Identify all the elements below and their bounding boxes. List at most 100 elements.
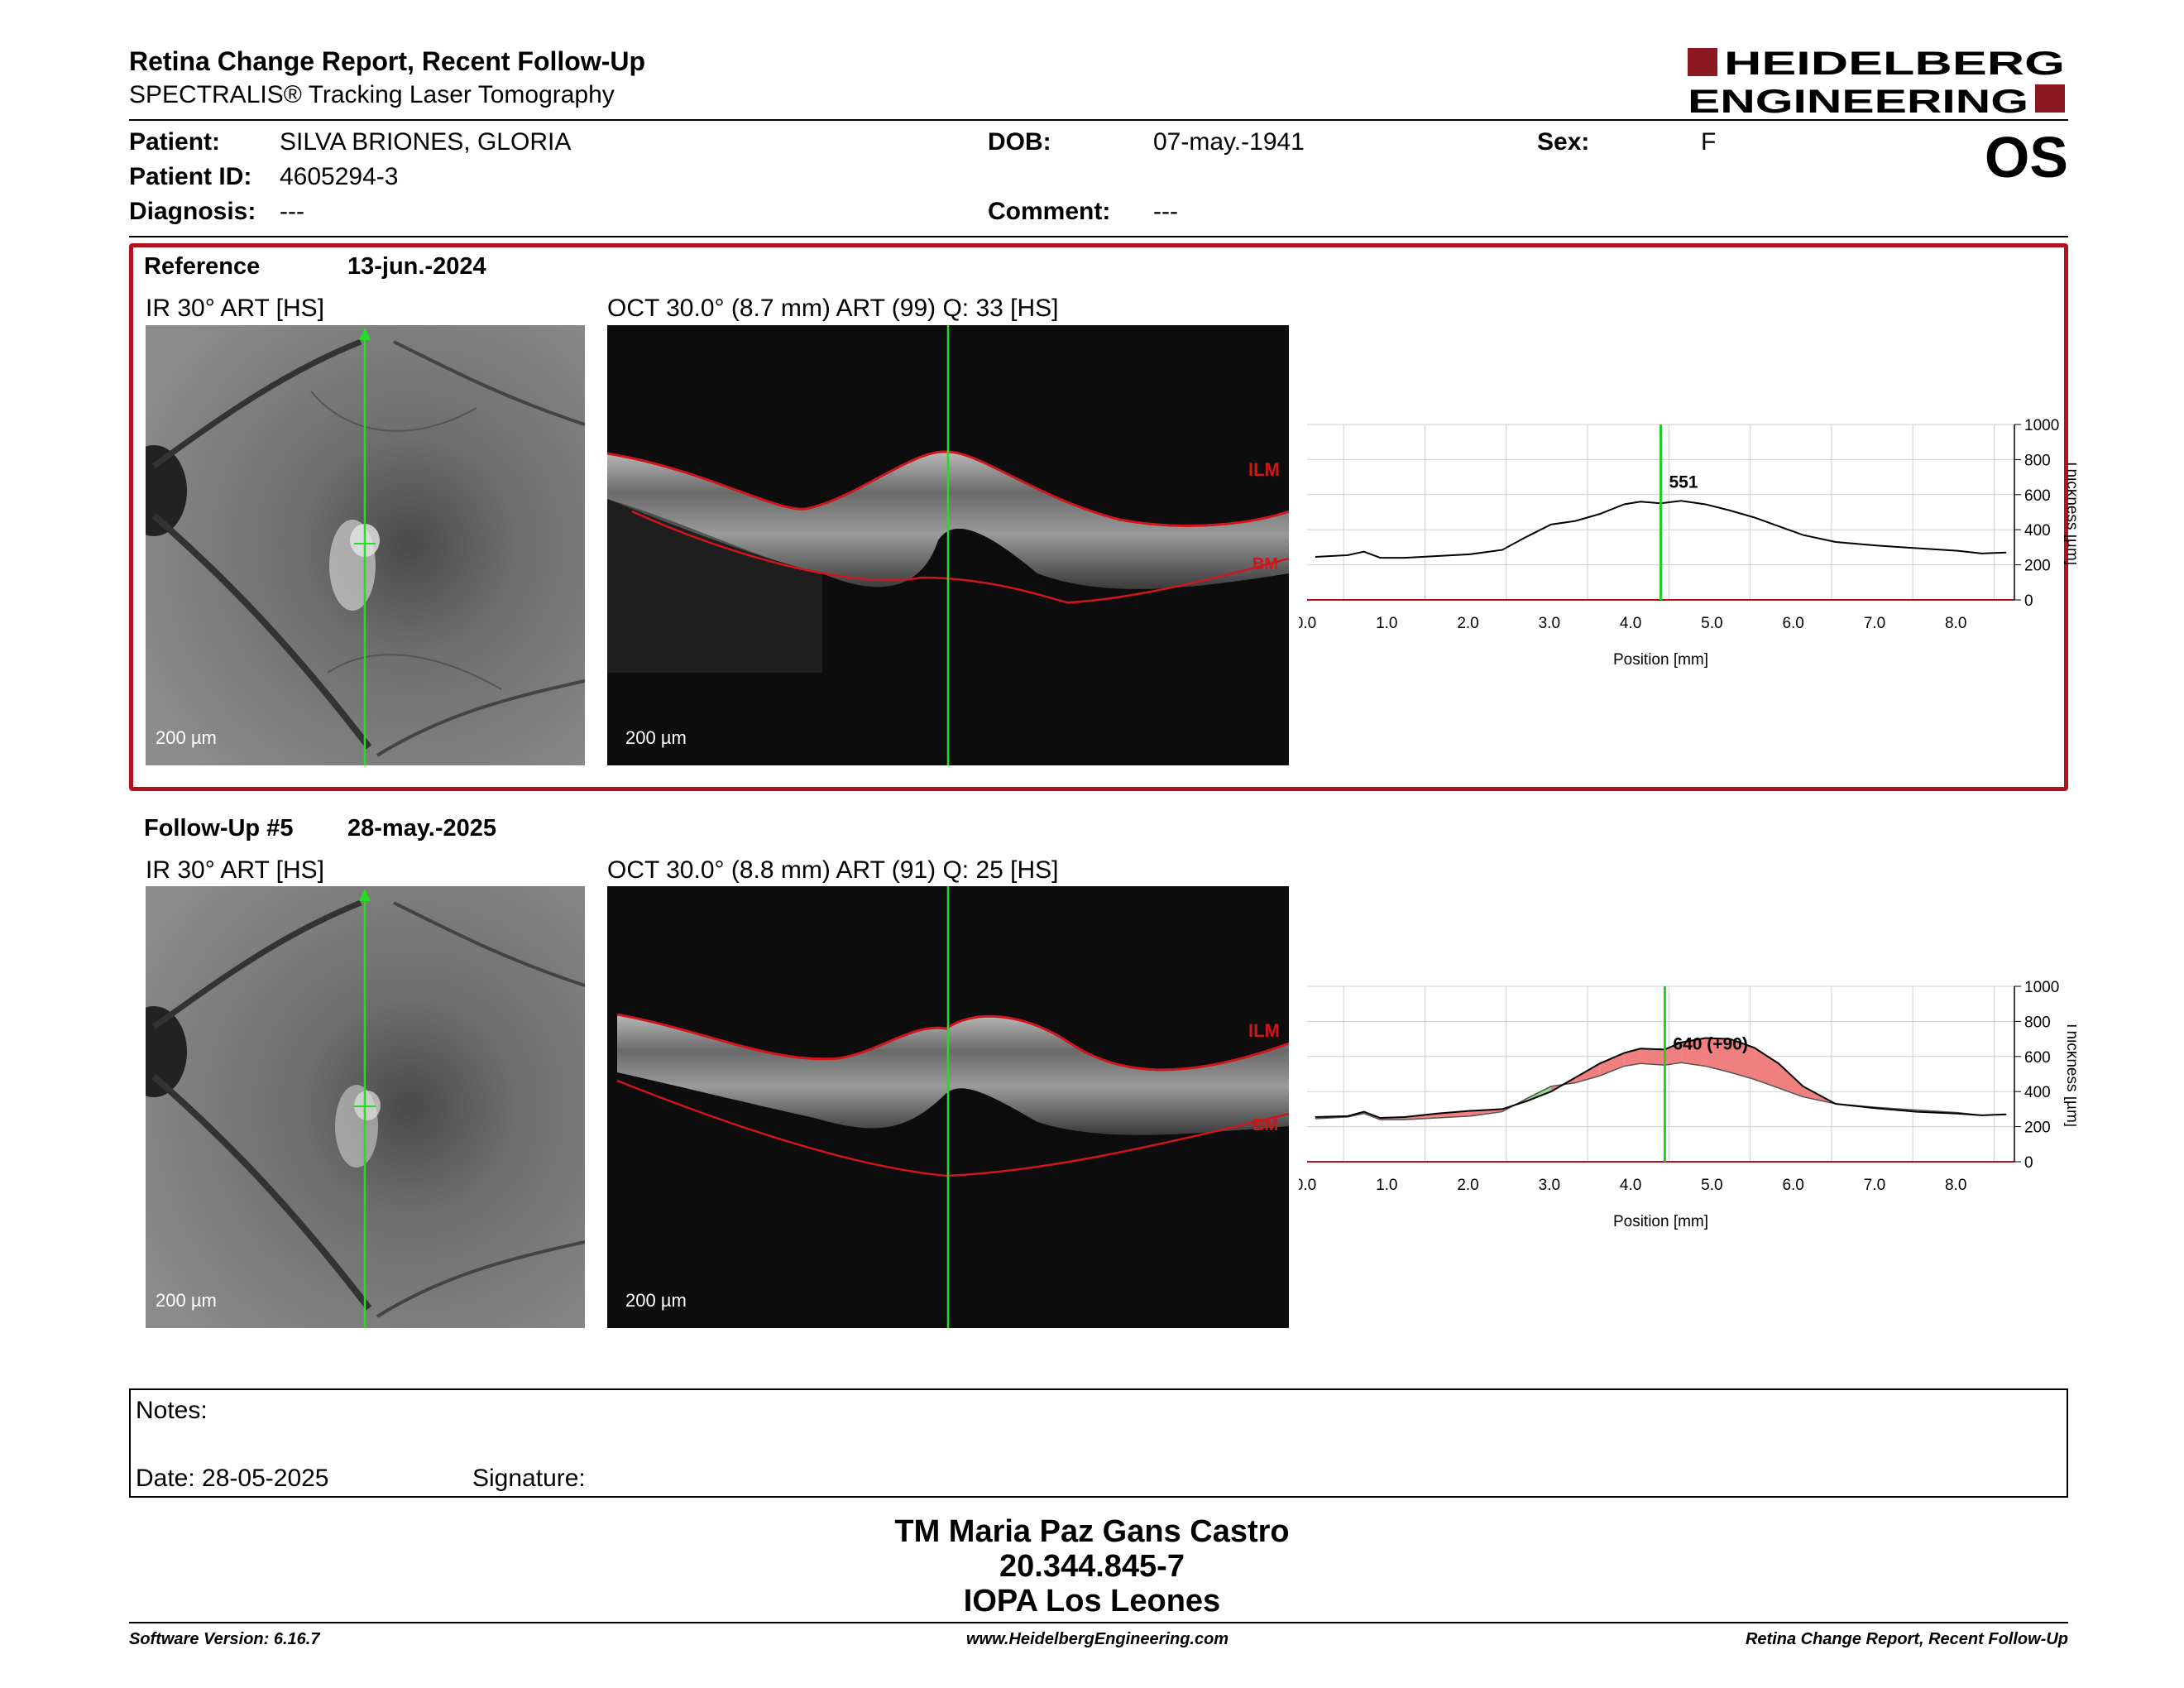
followup-chart-diff-area [1705, 1038, 1731, 1072]
followup-chart-y-tick-label: 800 [2024, 1014, 2051, 1031]
eye-indicator: OS [1984, 125, 2068, 189]
followup-oct-bscan-image: ILM BM 200 µm [607, 886, 1289, 1328]
reference-chart-x-tick-label: 4.0 [1620, 615, 1641, 632]
followup-chart-y-axis-label: Thickness [µm] [2063, 1021, 2076, 1127]
followup-chart-x-tick-label: 8.0 [1945, 1177, 1966, 1194]
comment-value: --- [1153, 198, 1178, 225]
followup-chart-diff-area [1599, 1053, 1625, 1077]
notes-box[interactable] [129, 1388, 2068, 1498]
followup-chart-y-tick-label: 600 [2024, 1049, 2051, 1067]
followup-chart-y-tick-label: 0 [2024, 1154, 2033, 1172]
header-divider [129, 119, 2068, 121]
sex-label: Sex: [1537, 128, 1590, 156]
followup-chart-diff-area [1754, 1048, 1779, 1088]
heidelberg-logo: HEIDELBERG ENGINEERING [1688, 46, 2065, 117]
reference-chart-x-tick-label: 8.0 [1945, 615, 1966, 632]
followup-chart-diff-area [1681, 1038, 1706, 1067]
svg-text:ENGINEERING: ENGINEERING [1688, 84, 2028, 117]
followup-ir-scale-bar: 200 µm [156, 1290, 217, 1311]
followup-chart-x-tick-label: 1.0 [1376, 1177, 1397, 1194]
reference-frame [129, 243, 2068, 791]
followup-chart-y-tick-label: 1000 [2024, 979, 2059, 996]
footer-report-name: Retina Change Report, Recent Follow-Up [1745, 1630, 2068, 1648]
reference-chart-series-line [1315, 500, 2007, 559]
reference-oct-scale-bar: 200 µm [625, 727, 687, 748]
reference-chart-y-axis-label: Thickness [µm] [2063, 459, 2076, 565]
followup-chart-x-axis-label: Position [mm] [1613, 1213, 1708, 1230]
followup-chart-diff-area [1624, 1048, 1640, 1067]
followup-date: 28-may.-2025 [347, 815, 497, 842]
reference-chart-x-tick-label: 6.0 [1782, 615, 1803, 632]
followup-label: Follow-Up #5 [144, 815, 294, 842]
patient-id-value: 4605294-3 [280, 163, 399, 190]
reference-ir-scale-bar: 200 µm [156, 727, 217, 748]
notes-date: Date: 28-05-2025 [136, 1465, 329, 1492]
footer-divider [129, 1622, 2068, 1623]
reference-chart-x-tick-label: 2.0 [1457, 615, 1478, 632]
followup-oct-scale-bar: 200 µm [625, 1290, 687, 1311]
reference-chart-x-tick-label: 1.0 [1376, 615, 1397, 632]
followup-chart-marker-value: 640 (+90) [1673, 1034, 1747, 1053]
report-title: Retina Change Report, Recent Follow-Up [129, 46, 646, 76]
notes-label: Notes: [136, 1397, 208, 1424]
followup-chart-series-line [1315, 1037, 2007, 1120]
followup-chart-x-tick-label: 5.0 [1701, 1177, 1722, 1194]
followup-chart-diff-area [1640, 1048, 1665, 1066]
followup-bm-label: BM [1252, 1116, 1278, 1134]
reference-chart-y-tick-label: 400 [2024, 522, 2051, 539]
reference-chart-x-tick-label: 7.0 [1864, 615, 1885, 632]
signer-id: 20.344.845-7 [999, 1549, 1185, 1584]
followup-chart-y-tick-label: 400 [2024, 1084, 2051, 1101]
patient-label: Patient: [129, 128, 221, 156]
reference-ilm-label: ILM [1248, 459, 1280, 480]
reference-chart-y-tick-label: 200 [2024, 558, 2051, 575]
diagnosis-value: --- [280, 198, 304, 225]
reference-chart-x-tick-label: 5.0 [1701, 615, 1722, 632]
reference-chart-y-tick-label: 600 [2024, 487, 2051, 505]
followup-chart-diff-area [1575, 1063, 1600, 1083]
reference-chart-marker-value: 551 [1669, 472, 1698, 492]
reference-oct-bscan-image: ILM BM 200 µm [607, 325, 1289, 765]
patient-id-label: Patient ID: [129, 163, 252, 190]
followup-ir-caption: IR 30° ART [HS] [146, 856, 324, 884]
svg-text:HEIDELBERG: HEIDELBERG [1724, 46, 2065, 82]
reference-ir-fundus-image: 200 µm [146, 325, 585, 765]
reference-ir-caption: IR 30° ART [HS] [146, 295, 324, 322]
signer-institution: IOPA Los Leones [963, 1584, 1221, 1618]
reference-thickness-chart: 0 200 400 600 800 1000 0.0 1.0 2.0 3.0 4.0 5.0 6.0 7.… [1299, 417, 2076, 669]
signer-name: TM Maria Paz Gans Castro [894, 1514, 1290, 1549]
comment-label: Comment: [988, 198, 1111, 225]
reference-oct-caption: OCT 30.0° (8.7 mm) ART (99) Q: 33 [HS] [607, 295, 1059, 322]
followup-chart-x-tick-label: 2.0 [1457, 1177, 1478, 1194]
followup-chart-x-tick-label: 7.0 [1864, 1177, 1885, 1194]
reference-chart-x-axis-label: Position [mm] [1613, 651, 1708, 669]
followup-chart-x-tick-label: 4.0 [1620, 1177, 1641, 1194]
report-subtitle: SPECTRALIS® Tracking Laser Tomography [129, 81, 615, 108]
reference-label: Reference [144, 253, 261, 280]
software-version: Software Version: 6.16.7 [129, 1630, 320, 1648]
reference-bm-label: BM [1252, 555, 1278, 573]
reference-chart-y-tick-label: 1000 [2024, 417, 2059, 434]
signature-label: Signature: [472, 1465, 586, 1492]
reference-chart-y-tick-label: 0 [2024, 592, 2033, 610]
reference-date: 13-jun.-2024 [347, 253, 486, 280]
reference-chart-x-tick-label: 0.0 [1299, 615, 1316, 632]
followup-chart-y-tick-label: 200 [2024, 1120, 2051, 1137]
website-link[interactable]: www.HeidelbergEngineering.com [966, 1630, 1229, 1648]
followup-ilm-label: ILM [1248, 1020, 1280, 1041]
followup-chart-diff-area [1730, 1038, 1755, 1080]
patient-name: SILVA BRIONES, GLORIA [280, 128, 572, 156]
reference-chart-plot: 0 200 400 600 800 1000 0.0 1.0 2.0 3.0 4.0 5.0 6.0 7.… [1299, 417, 2076, 669]
reference-chart-x-tick-label: 3.0 [1539, 615, 1560, 632]
dob-value: 07-may.-1941 [1153, 128, 1305, 156]
followup-chart-x-tick-label: 3.0 [1539, 1177, 1560, 1194]
dob-label: DOB: [988, 128, 1051, 156]
sex-value: F [1701, 128, 1717, 156]
patient-divider [129, 236, 2068, 237]
reference-chart-y-tick-label: 800 [2024, 452, 2051, 469]
diagnosis-label: Diagnosis: [129, 198, 256, 225]
followup-chart-plot: 0 200 400 600 800 1000 0.0 1.0 2.0 3.0 4.0 5.0 6.0 7.… [1299, 979, 2076, 1230]
followup-chart-x-tick-label: 6.0 [1782, 1177, 1803, 1194]
followup-thickness-chart: 0 200 400 600 800 1000 0.0 1.0 2.0 3.0 4.0 5.0 6.0 7.… [1299, 979, 2076, 1230]
followup-chart-diff-area [1779, 1063, 1803, 1097]
